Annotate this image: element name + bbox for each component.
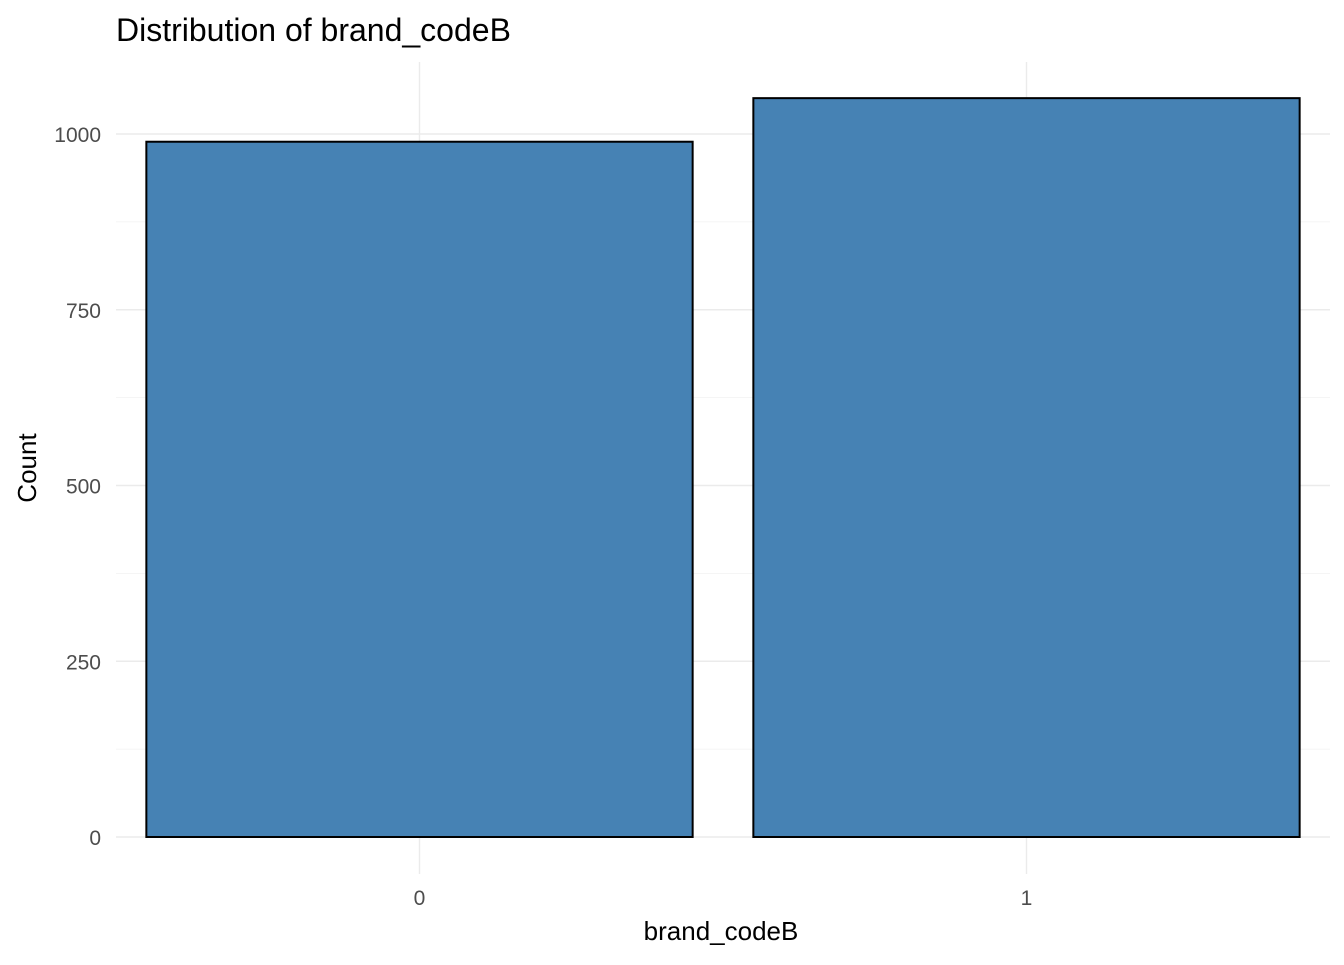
y-tick-label: 1000 <box>54 124 101 147</box>
x-tick-label: 0 <box>414 887 426 910</box>
x-tick-label: 1 <box>1021 887 1033 910</box>
y-tick-label: 500 <box>66 476 101 499</box>
bar-1 <box>752 97 1301 839</box>
bar-0 <box>145 140 694 839</box>
y-tick-label: 0 <box>89 827 101 850</box>
y-tick-label: 250 <box>66 651 101 674</box>
chart-title: Distribution of brand_codeB <box>116 12 511 48</box>
y-axis-ticks: 0 250 500 750 1000 <box>54 124 101 850</box>
x-axis-title: brand_codeB <box>644 916 799 946</box>
bars <box>145 97 1301 839</box>
y-tick-label: 750 <box>66 300 101 323</box>
y-axis-title: Count <box>12 433 42 503</box>
